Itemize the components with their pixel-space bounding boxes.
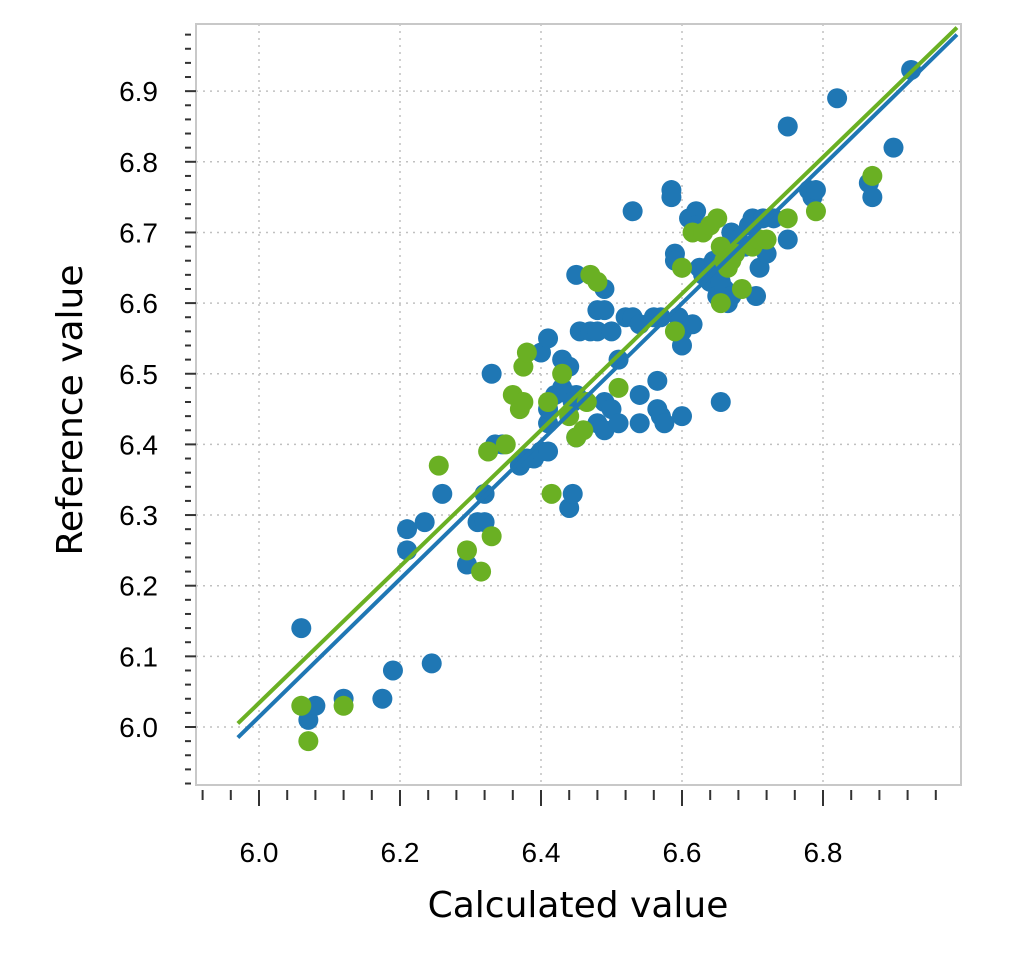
data-point: [777, 116, 798, 137]
data-point: [538, 392, 559, 413]
data-point: [672, 406, 692, 427]
data-point: [587, 271, 608, 292]
data-point: [805, 180, 826, 201]
data-point: [777, 208, 798, 229]
data-point: [333, 695, 354, 716]
data-point: [471, 561, 492, 582]
x-tick-label: 6.6: [663, 837, 702, 868]
data-point: [682, 314, 703, 335]
data-point: [629, 384, 650, 405]
y-tick-label: 6.2: [119, 571, 158, 602]
y-axis-title: Reference value: [50, 264, 91, 555]
data-point: [291, 695, 312, 716]
data-point: [710, 293, 731, 314]
data-point: [883, 137, 904, 158]
data-point: [710, 392, 731, 413]
tick-labels: 6.0 6.1 6.2 6.3 6.4 6.5 6.6 6.7 6.8 6.9 6.0 6.2 6.4 6…: [119, 76, 842, 868]
data-point: [777, 229, 798, 250]
data-points: [236, 26, 959, 752]
data-point: [562, 483, 583, 504]
data-point: [608, 349, 629, 370]
data-point: [495, 434, 516, 455]
x-tick-label: 6.8: [804, 837, 843, 868]
data-point: [805, 201, 826, 222]
data-point: [478, 441, 499, 462]
axis-ticks: [185, 33, 937, 806]
data-point: [587, 321, 608, 342]
data-point: [686, 201, 707, 222]
data-point: [481, 526, 502, 547]
regression-line: [236, 33, 959, 740]
data-point: [516, 342, 537, 363]
data-point: [654, 413, 675, 434]
data-point: [576, 392, 597, 413]
data-point: [414, 512, 435, 533]
data-point: [763, 208, 784, 229]
y-tick-label: 6.7: [119, 217, 158, 248]
x-tick-label: 6.4: [522, 837, 561, 868]
data-point: [573, 420, 594, 441]
y-tick-label: 6.1: [119, 641, 158, 672]
y-tick-label: 6.9: [119, 76, 158, 107]
grid-lines: [196, 24, 961, 785]
data-point: [756, 229, 777, 250]
data-point: [456, 540, 477, 561]
y-tick-label: 6.8: [119, 147, 158, 178]
x-tick-label: 6.0: [240, 837, 279, 868]
data-point: [862, 165, 883, 186]
data-point: [538, 441, 559, 462]
data-point: [541, 483, 562, 504]
data-point: [731, 278, 752, 299]
data-point: [421, 653, 442, 674]
data-point: [608, 377, 629, 398]
data-point: [298, 731, 319, 752]
y-tick-label: 6.0: [119, 712, 158, 743]
data-point: [552, 363, 573, 384]
plot-frame: [195, 23, 962, 786]
data-point: [647, 370, 668, 391]
data-point: [481, 363, 502, 384]
data-point: [664, 321, 685, 342]
data-point: [538, 328, 559, 349]
data-point: [827, 88, 848, 109]
y-tick-label: 6.5: [119, 359, 158, 390]
data-point: [650, 307, 671, 328]
data-point: [291, 618, 312, 639]
data-point: [372, 688, 393, 709]
data-point: [601, 321, 622, 342]
data-point: [707, 208, 728, 229]
y-tick-label: 6.6: [119, 288, 158, 319]
data-point: [305, 695, 326, 716]
y-tick-label: 6.3: [119, 500, 158, 531]
data-point: [397, 519, 418, 540]
data-point: [661, 187, 682, 208]
x-tick-label: 6.2: [381, 837, 420, 868]
data-point: [566, 264, 587, 285]
data-point: [594, 300, 615, 321]
data-point: [428, 455, 449, 476]
data-point: [513, 392, 534, 413]
data-point: [622, 201, 643, 222]
regression-line: [236, 26, 959, 725]
y-tick-label: 6.4: [119, 429, 158, 460]
data-point: [382, 660, 403, 681]
data-point: [608, 413, 629, 434]
data-point: [672, 257, 692, 278]
data-point: [432, 483, 453, 504]
data-point: [862, 187, 883, 208]
data-point: [629, 413, 650, 434]
x-axis-title: Calculated value: [428, 885, 729, 926]
